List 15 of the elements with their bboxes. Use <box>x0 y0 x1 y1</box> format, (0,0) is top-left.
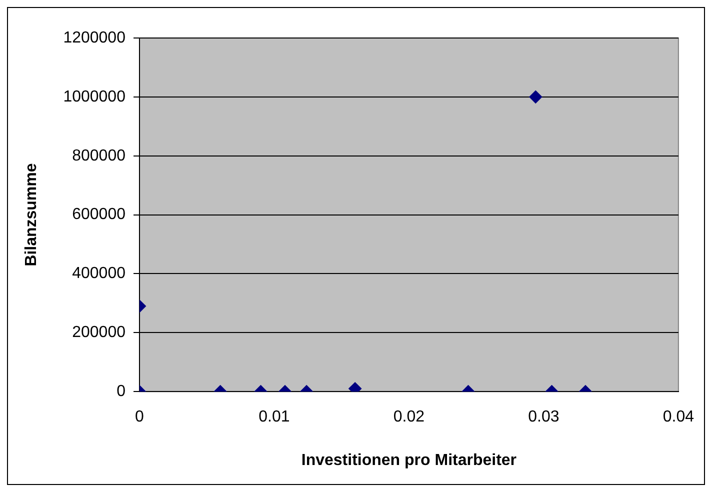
y-tick-label: 0 <box>116 383 126 400</box>
x-tick-label: 0.03 <box>528 408 560 426</box>
y-tick-label: 800000 <box>72 147 126 164</box>
x-tick-label: 0.01 <box>258 408 290 426</box>
y-tick-label: 1000000 <box>63 88 126 106</box>
y-tick-label: 400000 <box>72 265 126 282</box>
x-axis-title: Investitionen pro Mitarbeiter <box>301 452 517 469</box>
x-tick-label: 0.04 <box>662 408 694 426</box>
x-tick-label: 0 <box>135 408 144 426</box>
y-tick-label: 600000 <box>72 206 126 224</box>
point <box>529 90 542 104</box>
y-tick-label: 200000 <box>72 324 126 342</box>
y-tick-label: 1200000 <box>63 29 126 46</box>
x-tick-label: 0.02 <box>393 408 425 426</box>
y-axis-title: Bilanzsumme <box>23 163 40 266</box>
